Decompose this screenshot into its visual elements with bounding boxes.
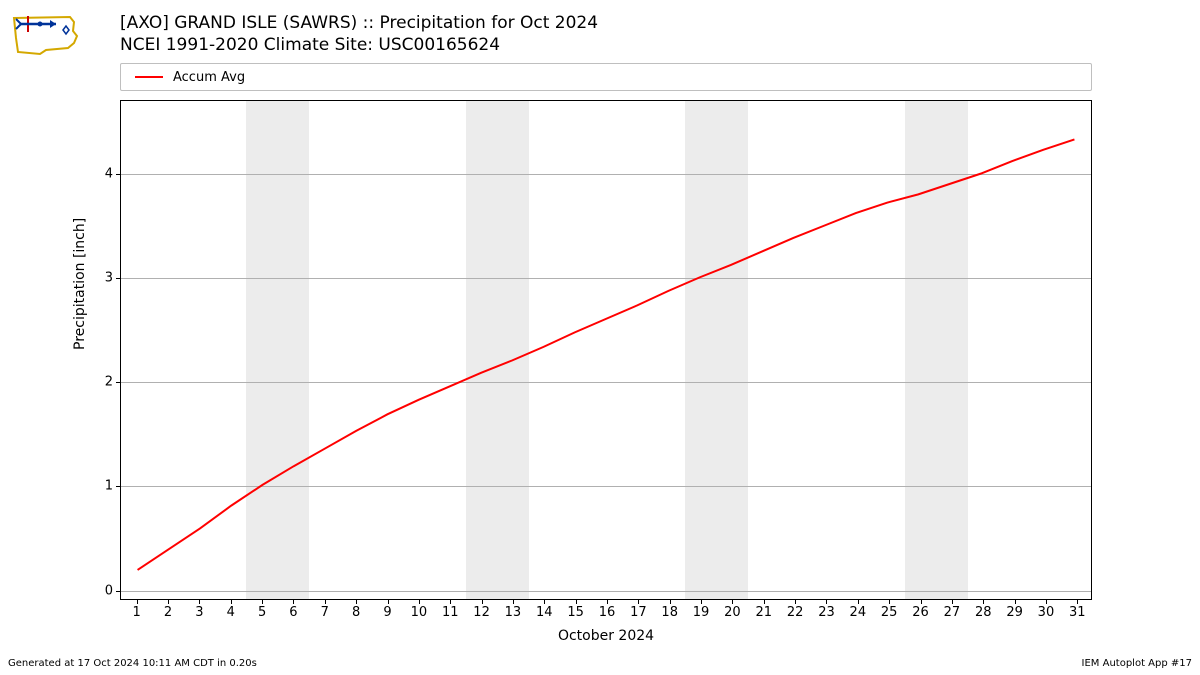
x-tick-label: 23 <box>818 605 835 620</box>
x-tick-label: 4 <box>227 605 235 620</box>
y-tick-label: 4 <box>105 166 113 181</box>
y-tick-label: 2 <box>105 375 113 390</box>
x-tick-mark <box>388 599 389 604</box>
x-tick-mark <box>199 599 200 604</box>
x-tick-label: 8 <box>352 605 360 620</box>
x-tick-label: 30 <box>1038 605 1055 620</box>
y-tick-label: 0 <box>105 583 113 598</box>
x-tick-mark <box>325 599 326 604</box>
x-tick-label: 17 <box>630 605 647 620</box>
x-tick-mark <box>356 599 357 604</box>
x-axis-label: October 2024 <box>120 628 1092 644</box>
x-tick-label: 5 <box>258 605 266 620</box>
x-tick-label: 10 <box>411 605 428 620</box>
x-tick-mark <box>1077 599 1078 604</box>
x-tick-mark <box>137 599 138 604</box>
x-tick-mark <box>732 599 733 604</box>
footer-generated-text: Generated at 17 Oct 2024 10:11 AM CDT in… <box>8 658 257 669</box>
x-tick-mark <box>513 599 514 604</box>
x-tick-label: 31 <box>1069 605 1086 620</box>
x-tick-mark <box>293 599 294 604</box>
series-line <box>138 139 1075 570</box>
iem-logo-icon <box>8 8 93 58</box>
x-tick-mark <box>576 599 577 604</box>
x-tick-label: 24 <box>850 605 867 620</box>
x-tick-mark <box>419 599 420 604</box>
y-tick-label: 1 <box>105 479 113 494</box>
x-tick-mark <box>262 599 263 604</box>
x-tick-mark <box>168 599 169 604</box>
x-tick-label: 7 <box>321 605 329 620</box>
footer-app-text: IEM Autoplot App #17 <box>1082 658 1192 669</box>
x-tick-label: 26 <box>912 605 929 620</box>
x-tick-mark <box>1046 599 1047 604</box>
x-tick-label: 28 <box>975 605 992 620</box>
x-tick-mark <box>450 599 451 604</box>
x-tick-label: 18 <box>661 605 678 620</box>
x-tick-label: 3 <box>195 605 203 620</box>
x-tick-mark <box>889 599 890 604</box>
x-tick-label: 22 <box>787 605 804 620</box>
x-tick-mark <box>952 599 953 604</box>
x-tick-label: 20 <box>724 605 741 620</box>
x-tick-label: 16 <box>599 605 616 620</box>
x-tick-label: 6 <box>289 605 297 620</box>
chart-plot-area: 0123412345678910111213141516171819202122… <box>120 100 1092 600</box>
x-tick-mark <box>544 599 545 604</box>
x-tick-mark <box>638 599 639 604</box>
chart-title-line1: [AXO] GRAND ISLE (SAWRS) :: Precipitatio… <box>120 12 598 34</box>
x-tick-label: 15 <box>567 605 584 620</box>
x-tick-mark <box>795 599 796 604</box>
x-tick-label: 13 <box>505 605 522 620</box>
chart-title-block: [AXO] GRAND ISLE (SAWRS) :: Precipitatio… <box>120 12 598 56</box>
x-tick-mark <box>1015 599 1016 604</box>
y-axis-label: Precipitation [inch] <box>72 218 88 350</box>
x-tick-label: 27 <box>944 605 961 620</box>
legend-swatch-icon <box>135 76 163 78</box>
x-tick-mark <box>764 599 765 604</box>
x-tick-label: 12 <box>473 605 490 620</box>
x-tick-mark <box>701 599 702 604</box>
x-tick-mark <box>231 599 232 604</box>
chart-line-svg <box>121 101 1091 599</box>
x-tick-mark <box>983 599 984 604</box>
y-tick-label: 3 <box>105 271 113 286</box>
x-tick-mark <box>482 599 483 604</box>
legend-label: Accum Avg <box>173 70 245 85</box>
x-tick-label: 19 <box>693 605 710 620</box>
chart-legend: Accum Avg <box>120 63 1092 91</box>
x-tick-label: 29 <box>1006 605 1023 620</box>
chart-title-line2: NCEI 1991-2020 Climate Site: USC00165624 <box>120 34 598 56</box>
x-tick-mark <box>858 599 859 604</box>
x-tick-label: 11 <box>442 605 459 620</box>
x-tick-label: 9 <box>383 605 391 620</box>
x-tick-label: 21 <box>755 605 772 620</box>
x-tick-mark <box>921 599 922 604</box>
x-tick-label: 25 <box>881 605 898 620</box>
x-tick-label: 1 <box>133 605 141 620</box>
x-tick-mark <box>826 599 827 604</box>
x-tick-label: 14 <box>536 605 553 620</box>
x-tick-mark <box>607 599 608 604</box>
x-tick-label: 2 <box>164 605 172 620</box>
x-tick-mark <box>670 599 671 604</box>
